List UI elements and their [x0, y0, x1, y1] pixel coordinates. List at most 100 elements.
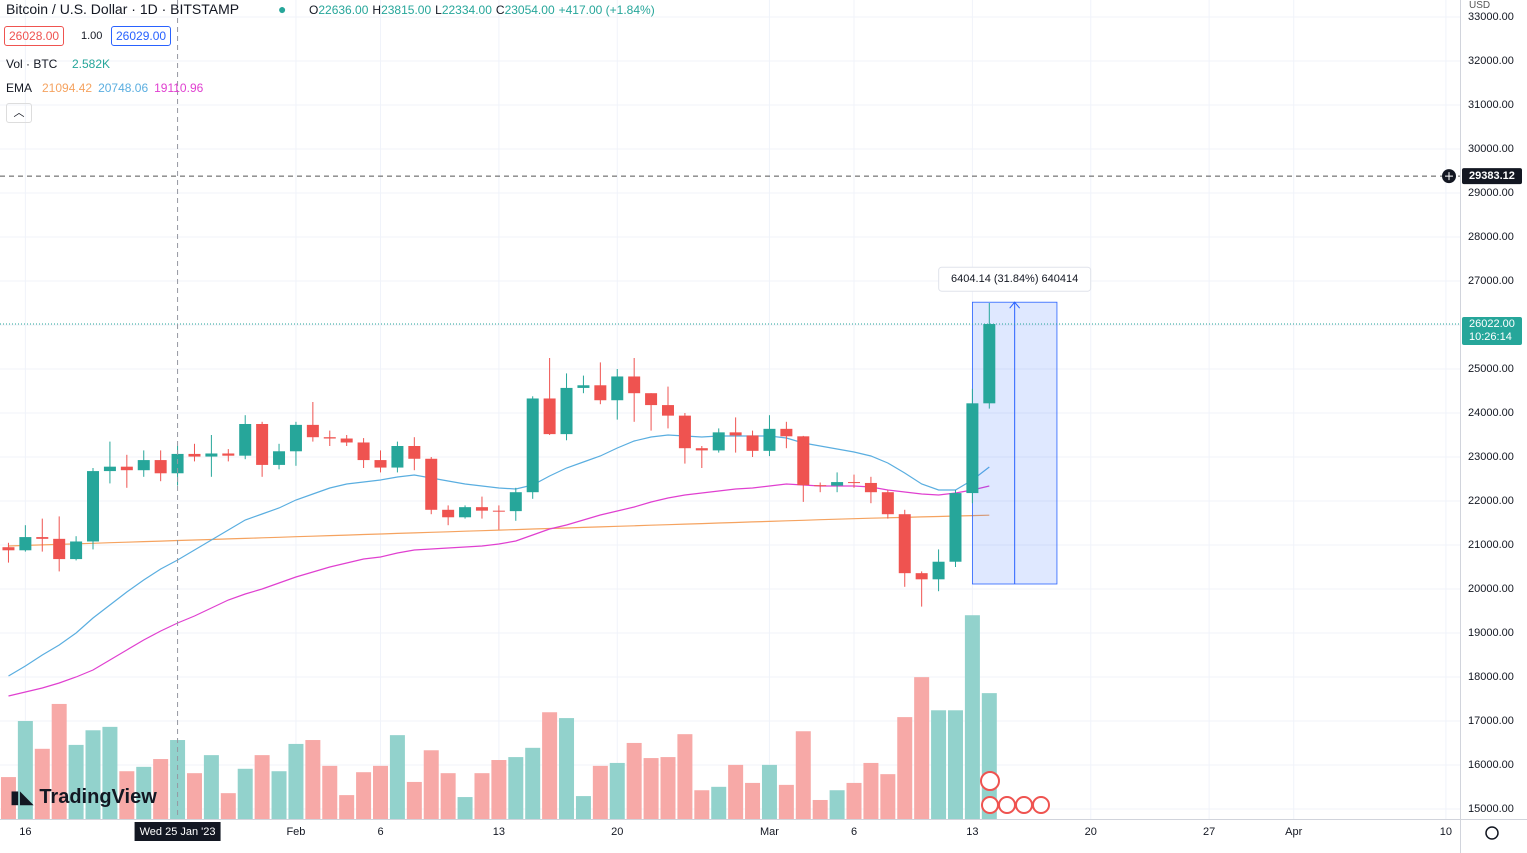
- volume-bar: [136, 766, 152, 819]
- candle-body: [695, 448, 708, 451]
- measure-label: 6404.14 (31.84%) 640414: [951, 273, 1078, 285]
- candle-body: [611, 376, 624, 401]
- candle-body: [678, 415, 691, 449]
- volume-bar: [643, 758, 659, 819]
- ohlc-key: C: [495, 3, 505, 17]
- candle-body: [577, 385, 590, 388]
- volume-bar: [525, 747, 541, 819]
- candle-body: [526, 398, 539, 493]
- y-tick-label: 18000.00: [1468, 671, 1514, 683]
- candle-body: [239, 423, 252, 456]
- volume-bar: [474, 773, 490, 819]
- candle-body: [628, 376, 641, 394]
- volume-bar: [947, 710, 963, 819]
- candle-body: [983, 324, 996, 404]
- y-tick-label: 33000.00: [1468, 11, 1514, 23]
- y-tick-label: 21000.00: [1468, 539, 1514, 551]
- candle-body: [87, 471, 100, 542]
- candle-body: [391, 445, 404, 468]
- candle-body: [374, 460, 387, 468]
- volume-bar: [609, 762, 625, 819]
- candle-body: [256, 423, 269, 465]
- candle-body: [932, 561, 945, 580]
- y-tick-label: 24000.00: [1468, 407, 1514, 419]
- candle-body: [645, 393, 658, 406]
- volume-bar: [728, 764, 744, 819]
- countdown-label: 10:26:14: [1469, 331, 1512, 343]
- brand-name: TradingView: [39, 786, 157, 808]
- candle-body: [661, 405, 674, 416]
- volume-bar: [592, 765, 608, 819]
- crosshair-price-label: 29383.12: [1469, 170, 1515, 182]
- ohlc-value: 23815.00: [381, 3, 432, 17]
- volume-bar: [575, 796, 591, 819]
- volume-bar: [677, 734, 693, 819]
- x-tick-label: 6: [851, 826, 857, 838]
- ohlc-value: 23054.00: [504, 3, 555, 17]
- y-tick-label: 27000.00: [1468, 275, 1514, 287]
- candle-body: [459, 507, 472, 518]
- last-price-tag: [1462, 317, 1522, 346]
- crosshair-date-label: Wed 25 Jan '23: [140, 826, 216, 838]
- volume-bar: [812, 799, 828, 819]
- volume-bar: [339, 795, 355, 819]
- candle-body: [797, 436, 810, 486]
- volume-bar: [423, 750, 439, 819]
- candle-body: [949, 493, 962, 562]
- volume-bar: [0, 777, 16, 819]
- volume-bar: [457, 797, 473, 819]
- volume-bar: [931, 710, 947, 819]
- x-tick-label: Apr: [1285, 826, 1302, 838]
- measure-arrowhead: [1009, 301, 1021, 309]
- ohlc-key: L: [435, 3, 442, 17]
- spread: 1.00: [81, 30, 103, 42]
- y-tick-label: 30000.00: [1468, 143, 1514, 155]
- ohlc-key: O: [309, 3, 319, 17]
- candle-body: [729, 432, 742, 436]
- volume-bar: [694, 790, 710, 819]
- candle-body: [357, 442, 370, 461]
- collapse-button[interactable]: ︿: [6, 103, 32, 123]
- volume-bar: [491, 760, 507, 819]
- volume-bar: [220, 793, 236, 819]
- y-tick-label: 16000.00: [1468, 759, 1514, 771]
- volume-bar: [356, 772, 372, 819]
- candle-body: [154, 460, 167, 474]
- candle-body: [53, 538, 66, 560]
- candle-body: [323, 437, 336, 439]
- candle-body: [205, 453, 218, 457]
- bid[interactable]: 26028.00: [4, 26, 65, 46]
- candle-body: [289, 424, 302, 452]
- x-tick-label: 27: [1203, 826, 1215, 838]
- x-tick-label: 20: [611, 826, 623, 838]
- candle-body: [763, 428, 776, 451]
- currency[interactable]: USD: [1469, 0, 1491, 11]
- x-tick-label: 6: [377, 826, 383, 838]
- candle-body: [425, 458, 438, 510]
- x-tick-label: 20: [1085, 826, 1097, 838]
- candle-body: [273, 451, 286, 465]
- y-tick-label: 29000.00: [1468, 187, 1514, 199]
- x-tick-label: Feb: [286, 826, 305, 838]
- candle-body: [509, 492, 522, 512]
- y-tick-label: 28000.00: [1468, 231, 1514, 243]
- volume-bar: [237, 768, 253, 819]
- volume-bar: [745, 782, 761, 819]
- volume-bar: [102, 726, 118, 819]
- candle-body: [814, 485, 827, 487]
- volume-bar: [305, 740, 321, 819]
- volume-bar: [508, 757, 524, 819]
- candle-body: [746, 435, 759, 451]
- ema-line: [8, 514, 990, 547]
- event-flag: [1032, 796, 1050, 814]
- ohlc-value: 22334.00: [441, 3, 492, 17]
- candle-body: [848, 482, 861, 484]
- volume-bar: [863, 762, 879, 819]
- x-tick-label: 10: [1440, 826, 1452, 838]
- ask[interactable]: 26029.00: [111, 26, 172, 46]
- candle-body: [560, 387, 573, 435]
- candle-body: [103, 466, 116, 472]
- y-tick-label: 19000.00: [1468, 627, 1514, 639]
- candle-body: [543, 398, 556, 435]
- ema-legend: 21094.42 20748.06 19110.96: [42, 81, 209, 95]
